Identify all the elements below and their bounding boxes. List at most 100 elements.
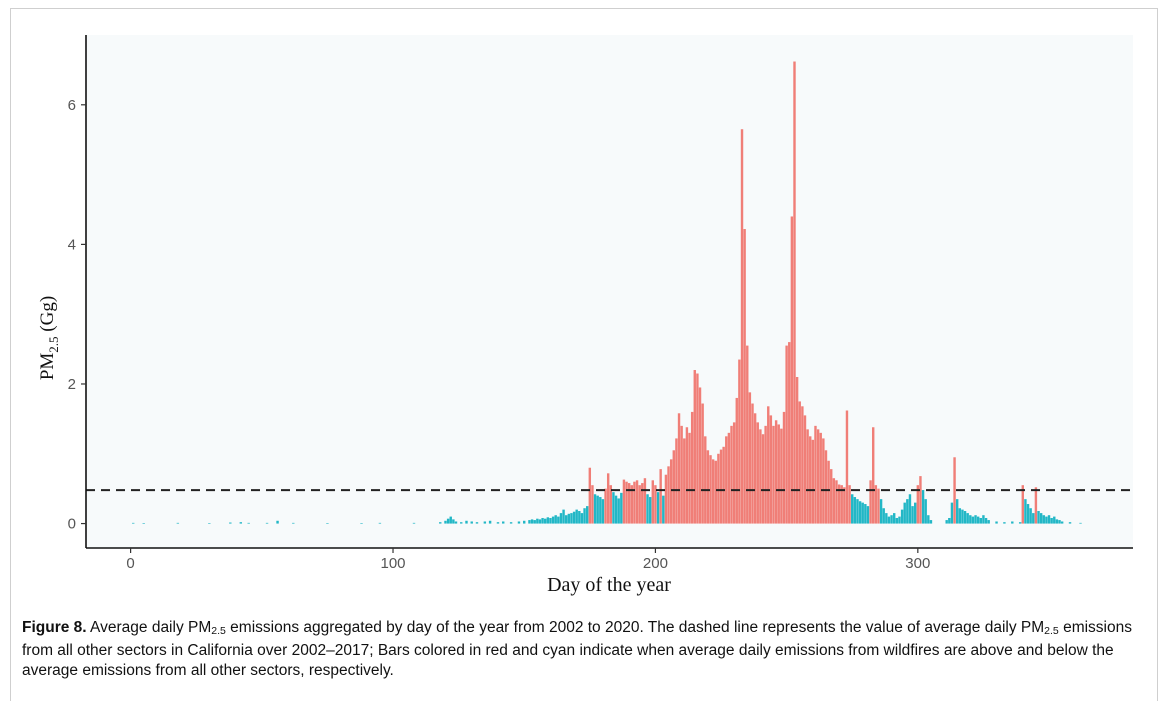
bar-day-268	[832, 478, 836, 524]
bar-day-135	[483, 521, 487, 524]
caption-sub-1: 2.5	[211, 625, 226, 637]
x-tick-label-100: 100	[380, 555, 405, 572]
bar-day-299	[914, 502, 917, 524]
bar-day-168	[570, 513, 573, 524]
bar-day-229	[730, 425, 733, 524]
bar-day-195	[641, 483, 644, 524]
bar-day-208	[675, 438, 678, 524]
bar-day-286	[879, 499, 883, 524]
plot-panel	[86, 35, 1133, 548]
bar-day-42	[239, 522, 243, 524]
x-tick-label-0: 0	[126, 555, 134, 572]
x-axis-label: Day of the year	[547, 574, 671, 596]
bar-day-247	[777, 424, 780, 524]
bar-day-225	[719, 449, 723, 524]
bar-day-178	[596, 495, 599, 524]
bar-day-173	[583, 508, 586, 524]
bar-day-314	[953, 457, 956, 524]
bar-day-220	[706, 450, 710, 524]
bar-day-327	[987, 520, 990, 524]
bar-day-148	[517, 521, 521, 524]
bar-day-186	[617, 498, 620, 524]
bar-day-18	[176, 522, 180, 524]
y-ticks: 0 2 4 6	[68, 97, 86, 533]
bar-day-156	[538, 519, 542, 524]
bar-day-295	[903, 502, 906, 524]
bar-day-290	[890, 515, 893, 524]
bar-day-272	[843, 487, 846, 524]
bar-day-240	[759, 429, 762, 524]
bar-day-232	[738, 359, 741, 524]
bar-day-180	[601, 499, 605, 524]
bar-day-321	[971, 516, 975, 524]
bar-day-201	[656, 492, 660, 524]
bar-day-347	[1039, 513, 1043, 524]
bar-day-325	[982, 515, 985, 524]
bar-day-164	[559, 513, 563, 524]
bar-day-153	[530, 519, 534, 524]
bar-day-130	[470, 521, 473, 524]
bar-group	[132, 61, 1082, 524]
bar-day-56	[276, 520, 279, 524]
bar-day-250	[785, 345, 788, 524]
bar-day-181	[604, 488, 607, 524]
bar-day-304	[927, 515, 930, 524]
bar-day-198	[648, 497, 652, 524]
y-tick-label-0: 0	[68, 516, 76, 533]
bar-day-95	[378, 522, 382, 524]
y-axis-label: PM2.5 (Gg)	[37, 296, 61, 380]
caption-text-3: emissions from all other sectors in Cali…	[22, 619, 1132, 679]
bar-day-302	[921, 490, 925, 524]
bar-day-274	[848, 485, 851, 524]
bar-day-340	[1021, 485, 1024, 524]
bar-day-167	[567, 513, 571, 524]
bar-day-166	[565, 515, 568, 524]
bar-day-175	[588, 467, 592, 524]
caption-label: Figure 8.	[22, 619, 87, 636]
y-tick-label-2: 2	[68, 376, 76, 393]
bar-day-184	[612, 492, 615, 524]
bar-day-159	[546, 517, 550, 524]
bar-day-283	[872, 427, 875, 524]
bar-day-158	[544, 518, 547, 524]
bar-day-258	[806, 429, 809, 524]
bar-day-237	[751, 403, 754, 524]
bar-day-121	[446, 518, 450, 524]
bar-day-122	[449, 516, 452, 524]
bar-day-172	[580, 513, 584, 524]
bar-day-248	[780, 428, 783, 524]
bar-day-282	[869, 480, 872, 524]
bar-day-202	[659, 469, 662, 524]
bar-day-292	[895, 517, 899, 524]
bar-day-273	[845, 410, 849, 524]
bar-day-285	[877, 488, 880, 524]
bar-day-183	[609, 485, 613, 524]
bar-day-75	[326, 523, 329, 524]
x-tick-label-200: 200	[643, 555, 668, 572]
bar-day-354	[1058, 520, 1061, 524]
bar-day-118	[439, 522, 442, 524]
bar-day-261	[814, 425, 817, 524]
bar-day-192	[633, 481, 636, 524]
y-axis-label-main: PM	[37, 353, 58, 381]
bar-day-224	[717, 453, 720, 524]
bar-day-300	[916, 485, 920, 524]
bar-day-252	[790, 216, 794, 524]
bar-day-351	[1050, 517, 1053, 524]
caption-text-2: emissions aggregated by day of the year …	[225, 619, 1045, 636]
bar-day-320	[969, 515, 972, 524]
bar-day-263	[819, 432, 822, 524]
bar-day-251	[788, 342, 791, 524]
bar-day-298	[911, 506, 914, 524]
bar-day-203	[662, 495, 665, 524]
caption-text-1: Average daily PM	[86, 619, 212, 636]
bar-day-188	[622, 479, 626, 524]
bar-day-140	[496, 522, 500, 524]
bar-day-5	[142, 523, 145, 524]
bar-day-311	[945, 520, 948, 524]
bar-day-124	[454, 521, 458, 524]
figure-caption: Figure 8. Average daily PM2.5 emissions …	[22, 618, 1147, 681]
bar-day-294	[900, 509, 904, 524]
bar-day-358	[1068, 522, 1072, 524]
bar-day-293	[898, 516, 901, 524]
